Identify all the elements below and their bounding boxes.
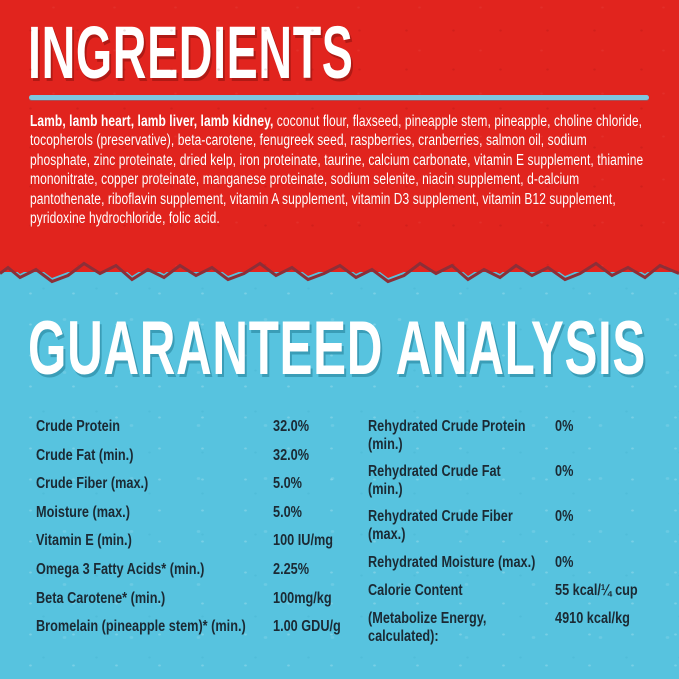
analysis-title: GUARANTEED ANALYSIS	[28, 306, 679, 391]
table-row: Rehydrated Crude Fat (min.) 0%	[368, 463, 668, 499]
table-row: Moisture (max.) 5.0%	[36, 504, 346, 522]
row-value: 5.0%	[273, 475, 302, 492]
torn-edge-red	[0, 252, 679, 278]
row-value: 32.0%	[273, 418, 310, 435]
row-label: Beta Carotene* (min.)	[36, 590, 166, 607]
row-value: 0%	[555, 463, 574, 480]
row-value: 0%	[555, 508, 574, 525]
row-label: Crude Fiber (max.)	[36, 475, 149, 492]
torn-edge-decoration	[0, 252, 679, 284]
row-label: Bromelain (pineapple stem)* (min.)	[36, 618, 246, 635]
table-row: Crude Fiber (max.) 5.0%	[36, 475, 346, 493]
row-label: Rehydrated Crude Protein (min.)	[368, 418, 526, 453]
table-row: Rehydrated Crude Fiber (max.) 0%	[368, 508, 668, 544]
table-row: Rehydrated Moisture (max.) 0%	[368, 554, 668, 572]
row-label: Crude Fat (min.)	[36, 447, 134, 464]
ingredients-list: coconut flour, flaxseed, pineapple stem,…	[30, 113, 644, 228]
ingredients-section: INGREDIENTS Lamb, lamb heart, lamb liver…	[0, 0, 679, 272]
ingredients-paragraph: Lamb, lamb heart, lamb liver, lamb kidne…	[30, 112, 650, 228]
row-label: Calorie Content	[368, 582, 463, 599]
ingredients-title: INGREDIENTS	[28, 11, 545, 94]
table-row: Crude Fat (min.) 32.0%	[36, 447, 346, 465]
row-label: Rehydrated Crude Fiber (max.)	[368, 508, 513, 543]
torn-edge-shadow	[0, 261, 679, 284]
row-value: 100mg/kg	[273, 590, 332, 607]
table-row: Rehydrated Crude Protein (min.) 0%	[368, 418, 668, 454]
row-value: 55 kcal/¼ cup	[555, 582, 638, 599]
row-value: 0%	[555, 554, 574, 571]
ingredients-divider	[29, 95, 649, 100]
row-value: 100 IU/mg	[273, 532, 334, 549]
table-row: Beta Carotene* (min.) 100mg/kg	[36, 590, 346, 608]
row-value: 5.0%	[273, 504, 302, 521]
row-label: Moisture (max.)	[36, 504, 130, 521]
analysis-table-right: Rehydrated Crude Protein (min.) 0% Rehyd…	[368, 414, 668, 664]
row-value: 0%	[555, 418, 574, 435]
row-label: Vitamin E (min.)	[36, 532, 132, 549]
analysis-title-text: GUARANTEED ANALYSIS	[28, 306, 647, 391]
analysis-table-left: Crude Protein 32.0% Crude Fat (min.) 32.…	[36, 414, 346, 664]
ingredients-title-text: INGREDIENTS	[28, 11, 354, 94]
ingredients-bold-intro: Lamb, lamb heart, lamb liver, lamb kidne…	[30, 113, 274, 130]
row-value: 1.00 GDU/g	[273, 618, 341, 635]
table-row: Vitamin E (min.) 100 IU/mg	[36, 532, 346, 550]
table-row: (Metabolize Energy, calculated): 4910 kc…	[368, 610, 668, 646]
row-value: 4910 kcal/kg	[555, 610, 630, 627]
row-label: Rehydrated Moisture (max.)	[368, 554, 536, 571]
row-value: 32.0%	[273, 447, 310, 464]
table-row: Bromelain (pineapple stem)* (min.) 1.00 …	[36, 618, 346, 636]
table-row: Crude Protein 32.0%	[36, 418, 346, 436]
row-value: 2.25%	[273, 561, 310, 578]
row-label: Omega 3 Fatty Acids* (min.)	[36, 561, 205, 578]
row-label: (Metabolize Energy, calculated):	[368, 610, 487, 645]
row-label: Rehydrated Crude Fat (min.)	[368, 463, 501, 498]
row-label: Crude Protein	[36, 418, 121, 435]
table-row: Calorie Content 55 kcal/¼ cup	[368, 582, 668, 600]
table-row: Omega 3 Fatty Acids* (min.) 2.25%	[36, 561, 346, 579]
guaranteed-analysis-section	[0, 272, 679, 679]
